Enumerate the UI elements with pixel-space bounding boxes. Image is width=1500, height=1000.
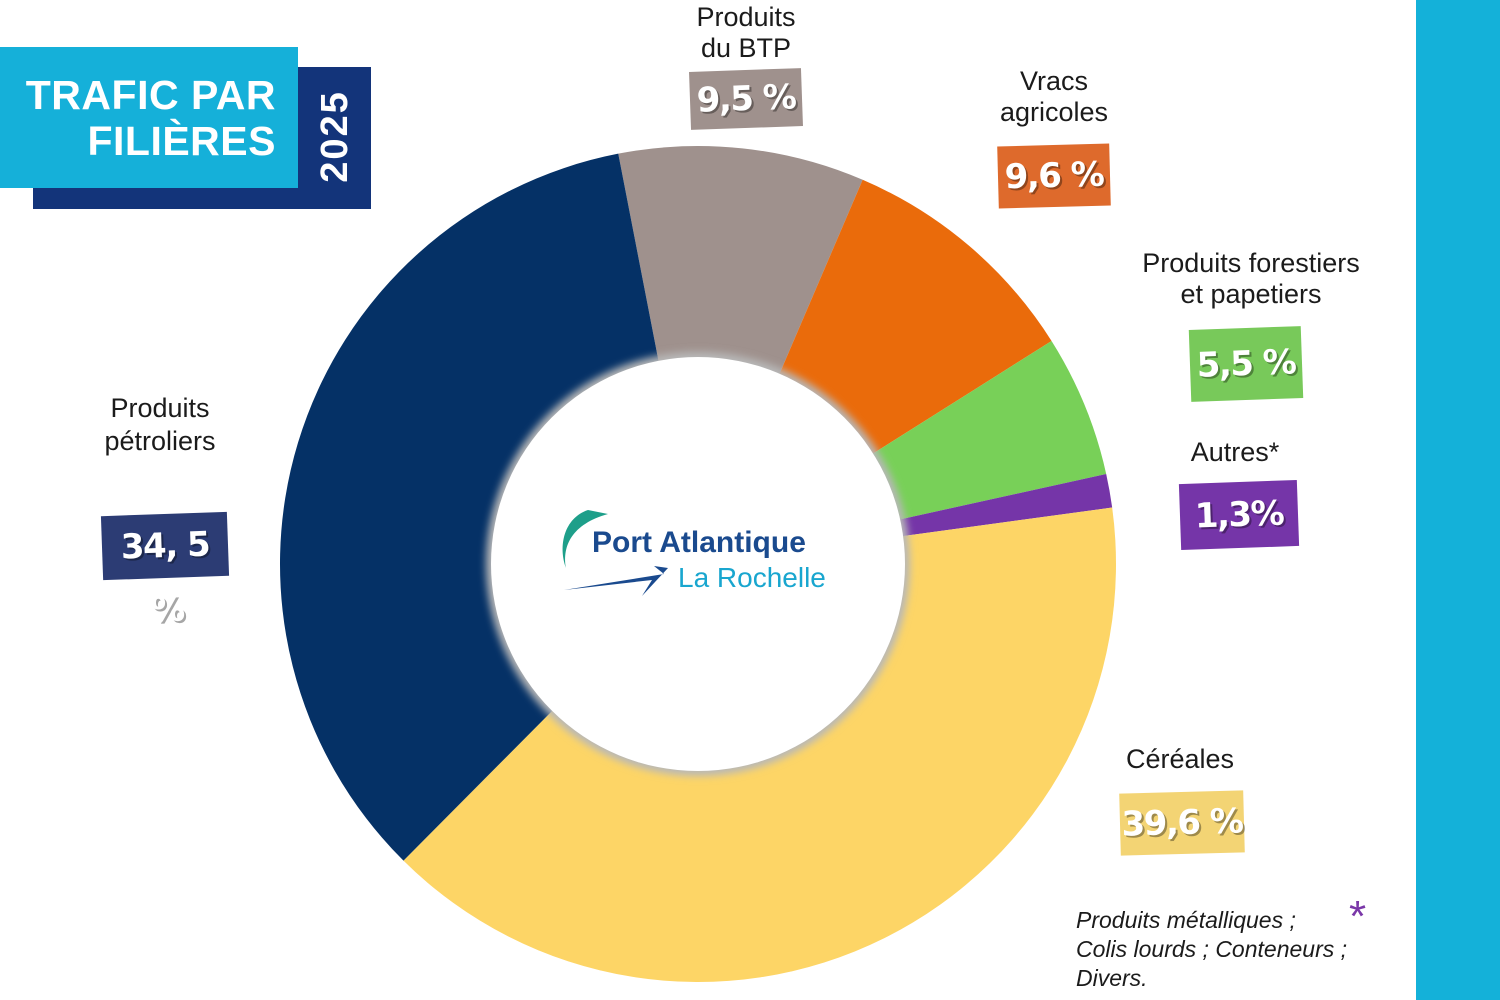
label-forestiers: Produits forestiers et papetiers [1142,248,1360,309]
label-vracs: Vracs agricoles [999,66,1109,127]
label-cereales: Céréales [1125,744,1235,774]
logo-swoosh-icon [562,510,668,596]
label-petroliers: Produits pétroliers [104,393,216,456]
donut-hole [491,357,905,771]
title-line-2: FILIÈRES [87,117,276,164]
value-badge-vracs: 9,6 % [997,143,1111,209]
logo-text-port: Port Atlantique [592,526,806,559]
page-title: TRAFIC PAR FILIÈRES [0,47,298,188]
value-badge-forestiers: 5,5 % [1188,326,1304,402]
value-badge-btp: 9,5 % [689,68,803,130]
logo-text-city: La Rochelle [678,562,826,593]
title-line-1: TRAFIC PAR [25,71,276,118]
footnote-asterisk: * [1349,892,1367,941]
port-logo: Port Atlantique La Rochelle [556,504,856,604]
value-badge-cereales: 39,6 % [1119,790,1245,856]
slice-produits-pétroliers [279,153,698,861]
right-accent-bar [1416,0,1500,1000]
footnote: Produits métalliques ; Colis lourds ; Co… [1076,907,1348,991]
value-badge-petroliers: 34, 5 % [100,511,230,631]
label-btp: Produits du BTP [696,2,796,63]
value-badge-autres: 1,3% [1178,479,1300,551]
label-autres: Autres* [1190,437,1280,467]
